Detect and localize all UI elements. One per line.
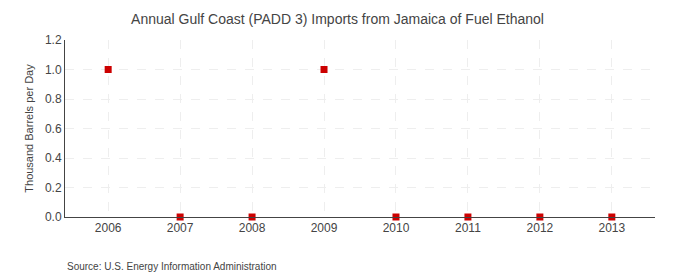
svg-text:2009: 2009 <box>311 221 338 235</box>
svg-text:0.4: 0.4 <box>45 151 62 165</box>
svg-text:Source: U.S. Energy Informatio: Source: U.S. Energy Information Administ… <box>67 261 277 272</box>
svg-text:2008: 2008 <box>239 221 266 235</box>
svg-text:Annual Gulf Coast (PADD 3) Imp: Annual Gulf Coast (PADD 3) Imports from … <box>131 11 544 27</box>
svg-text:0.8: 0.8 <box>45 92 62 106</box>
svg-text:2010: 2010 <box>383 221 410 235</box>
svg-text:0.0: 0.0 <box>45 210 62 224</box>
svg-text:2013: 2013 <box>598 221 625 235</box>
svg-text:2007: 2007 <box>167 221 194 235</box>
svg-text:2012: 2012 <box>527 221 554 235</box>
svg-text:1.2: 1.2 <box>45 33 62 47</box>
svg-text:0.2: 0.2 <box>45 181 62 195</box>
svg-text:Thousand Barrels per Day: Thousand Barrels per Day <box>23 64 35 193</box>
svg-text:1.0: 1.0 <box>45 63 62 77</box>
svg-text:2006: 2006 <box>95 221 122 235</box>
svg-text:2011: 2011 <box>455 221 481 235</box>
svg-text:0.6: 0.6 <box>45 122 62 136</box>
